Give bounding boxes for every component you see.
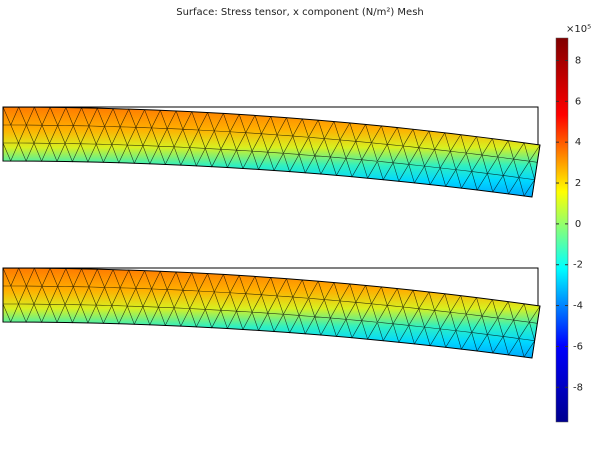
colorbar-tick-label: 4 [575,137,581,148]
beam [2,106,541,198]
colorbar-tick-label: 8 [575,55,581,66]
chart-title: Surface: Stress tensor, x component (N/m… [176,7,424,18]
colorbar-tick-label: 2 [575,178,581,189]
mesh [2,267,541,359]
colorbar-tick-label: 6 [575,96,581,107]
beams [2,106,541,359]
colorbar-multiplier: ×10⁵ [566,24,591,35]
colorbar-tick-label: -6 [573,341,583,352]
colorbar-tick-label: -4 [573,301,583,312]
mesh [2,106,541,198]
colorbar-tick-label: -2 [573,260,583,271]
beam [2,267,541,359]
colorbar [555,37,569,423]
colorbar-tick-label: -8 [573,382,583,393]
colorbar-tick-label: 0 [575,219,581,230]
